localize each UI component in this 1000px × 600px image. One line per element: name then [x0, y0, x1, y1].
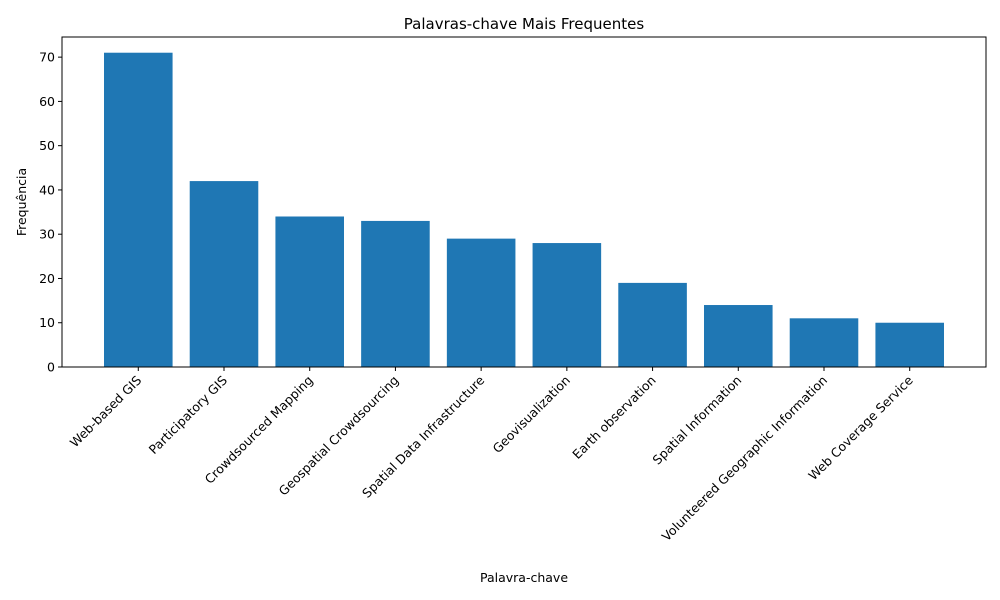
y-axis: 0 10 20 30 40 50 60 70 [39, 50, 62, 375]
x-tick-label: Participatory GIS [146, 372, 231, 457]
x-tick-label: Earth observation [569, 373, 658, 462]
bar [446, 238, 516, 367]
bar [275, 216, 344, 367]
y-tick-label: 70 [39, 50, 55, 65]
bar [875, 322, 944, 367]
y-tick-label: 10 [39, 315, 55, 330]
plot-frame [61, 36, 987, 368]
y-tick-label: 0 [47, 360, 55, 375]
chart-title: Palavras-chave Mais Frequentes [404, 15, 645, 33]
y-tick-label: 50 [39, 138, 55, 153]
y-tick-label: 30 [39, 227, 55, 242]
x-tick-label: Geovisualization [489, 373, 573, 457]
bar [189, 181, 259, 367]
bar [532, 243, 602, 367]
bar [789, 318, 859, 367]
y-axis-label: Frequência [14, 168, 29, 236]
y-tick-label: 20 [39, 271, 55, 286]
x-axis-label: Palavra-chave [480, 570, 568, 585]
y-tick-label: 60 [39, 94, 55, 109]
x-tick-label: Spatial Information [649, 373, 744, 468]
bar [618, 282, 687, 367]
x-tick-label: Volunteered Geographic Information [659, 373, 831, 545]
bar [704, 305, 773, 367]
y-tick-label: 40 [39, 182, 55, 197]
x-tick-label: Web-based GIS [67, 372, 145, 450]
x-axis: Web-based GIS Participatory GISCrowdsourc… [67, 367, 916, 544]
bar [104, 52, 173, 367]
bar [361, 220, 430, 367]
bars-group [104, 52, 944, 367]
